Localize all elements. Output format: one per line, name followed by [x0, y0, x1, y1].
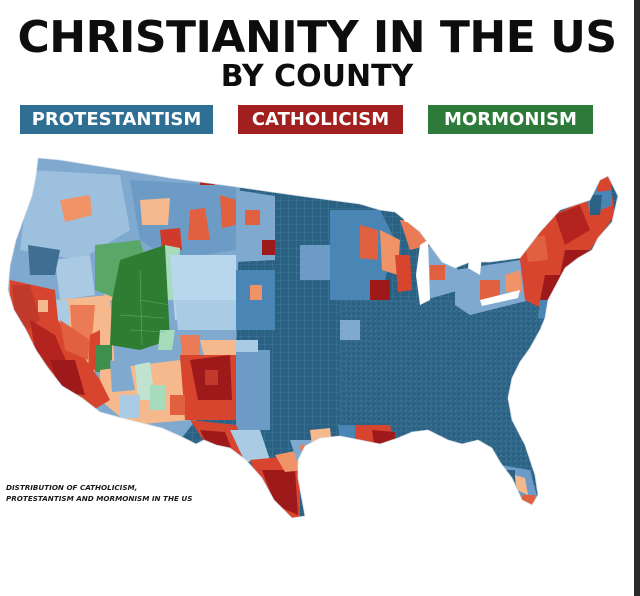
page-subtitle: BY COUNTY — [220, 59, 414, 94]
lake-huron — [468, 250, 482, 275]
right-edge-strip — [634, 0, 640, 596]
caption-line-1: DISTRIBUTION OF CATHOLICISM, — [6, 483, 138, 492]
map-caption: DISTRIBUTION OF CATHOLICISM, PROTESTANTI… — [6, 482, 192, 504]
lake-superior — [400, 205, 460, 222]
us-county-map — [7, 157, 619, 519]
legend-label-mormonism: MORMONISM — [444, 109, 577, 130]
us-outline — [7, 157, 619, 519]
legend-label-protestantism: PROTESTANTISM — [31, 109, 202, 130]
legend-mormonism: MORMONISM — [428, 105, 593, 134]
legend-protestantism: PROTESTANTISM — [20, 105, 213, 134]
caption-line-2: PROTESTANTISM AND MORMONISM IN THE US — [6, 494, 193, 503]
legend-catholicism: CATHOLICISM — [238, 105, 403, 134]
lake-michigan — [416, 240, 430, 305]
page-title: CHRISTIANITY IN THE US — [17, 12, 617, 63]
lake-erie — [480, 290, 520, 306]
legend-label-catholicism: CATHOLICISM — [251, 109, 390, 130]
